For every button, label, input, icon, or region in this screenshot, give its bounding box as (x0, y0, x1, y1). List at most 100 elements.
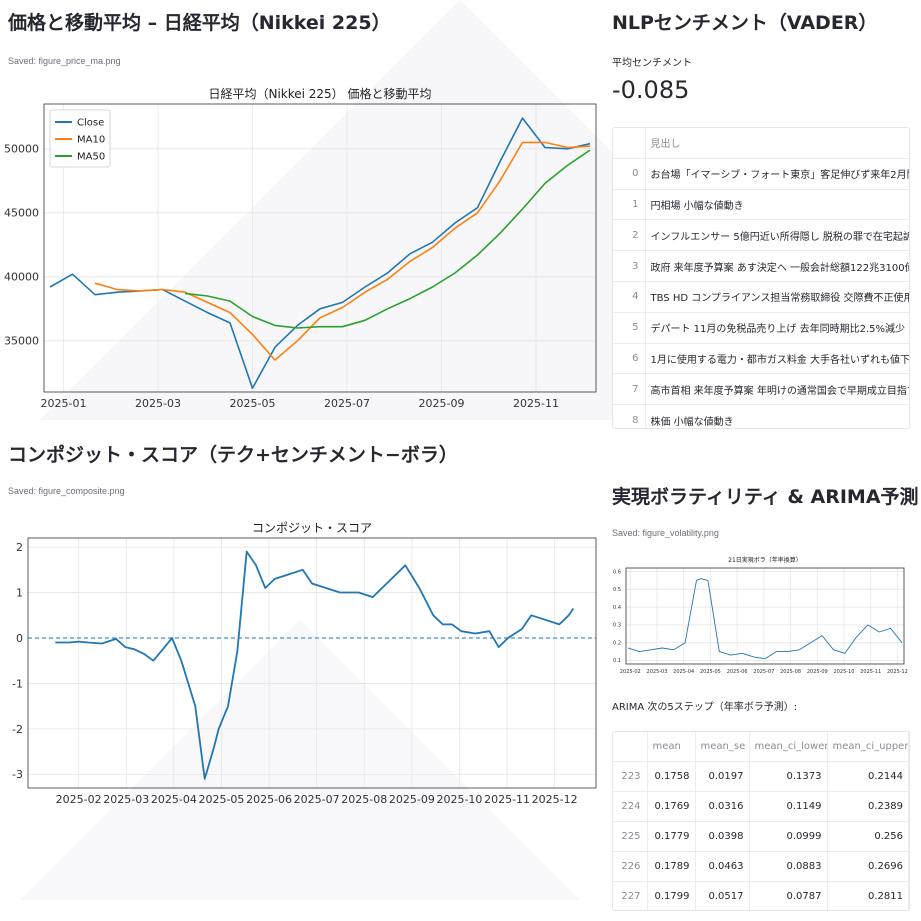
table-row[interactable]: 5 デパート 11月の免税品売り上げ 去年同時期比2.5%減少 (613, 312, 909, 344)
table-row[interactable]: 223 0.1758 0.0197 0.1373 0.2144 (613, 761, 909, 792)
headline-cell[interactable]: デパート 11月の免税品売り上げ 去年同時期比2.5%減少 (645, 312, 909, 344)
y-tick-label: 0.2 (613, 640, 621, 646)
row-index: 226 (613, 851, 648, 882)
row-index: 6 (613, 343, 646, 375)
row-index: 0 (613, 158, 646, 190)
price-saved-caption: Saved: figure_price_ma.png (8, 56, 121, 66)
chart-title: 21日実現ボラ（年率換算） (728, 556, 802, 564)
x-tick-label: 2025-07 (294, 793, 340, 806)
x-tick-label: 2025-04 (151, 793, 197, 806)
x-tick-label: 2025-04 (673, 669, 694, 675)
x-tick-label: 2025-03 (103, 793, 149, 806)
sentiment-metric-value: -0.085 (612, 76, 690, 104)
headline-cell[interactable]: インフルエンサー 5億円近い所得隠し 脱税の罪で在宅起訴 (645, 219, 909, 252)
table-row[interactable]: 7 高市首相 来年度予算案 年明けの通常国会で早期成立目指す考え (613, 373, 909, 406)
x-tick-label: 2025-03 (135, 397, 181, 410)
plot-frame (27, 537, 597, 789)
row-index: 225 (613, 821, 648, 852)
table-cell: 0.0398 (695, 821, 750, 852)
table-row[interactable]: 8 株価 小幅な値動き (613, 404, 909, 428)
row-index: 7 (613, 373, 646, 406)
headline-cell[interactable]: 政府 来年度予算案 あす決定へ 一般会計総額122兆3100億円程度 (645, 250, 909, 282)
headline-cell[interactable]: 株価 小幅な値動き (645, 404, 909, 428)
table-row[interactable]: 224 0.1769 0.0316 0.1149 0.2389 (613, 791, 909, 822)
legend-label: MA10 (77, 135, 105, 146)
table-row[interactable]: 6 1月に使用する電力・都市ガス料金 大手各社いずれも値下がり (613, 343, 909, 375)
x-tick-label: 2025-05 (700, 669, 721, 675)
chart-legend (49, 109, 111, 168)
volatility-saved-caption: Saved: figure_volatility.png (612, 528, 719, 538)
headline-cell[interactable]: 円相場 小幅な値動き (645, 189, 909, 221)
table-cell: 0.1779 (647, 821, 696, 852)
table-cell: 0.0463 (695, 851, 750, 882)
headline-cell[interactable]: 1月に使用する電力・都市ガス料金 大手各社いずれも値下がり (645, 343, 909, 375)
news-headlines-table[interactable]: 見出し 0 お台場「イマーシブ・フォート東京」客足伸びず来年2月閉園へ 1 円相場 小… (612, 127, 910, 429)
price-chart: 日経平均（Nikkei 225） 価格と移動平均 35000 40000 45000 5… (4, 86, 597, 410)
volatility-chart: 21日実現ボラ（年率換算） 0.1 0.2 0.3 0.4 0.5 0.6 2025-02 20… (613, 556, 908, 675)
table-row[interactable]: 227 0.1799 0.0517 0.0787 0.2811 (613, 881, 909, 910)
table-cell: 0.1149 (749, 791, 828, 822)
x-tick-label: 2025-07 (324, 397, 370, 410)
x-tick-label: 2025-10 (834, 669, 855, 675)
column-header-mean-ci-upper[interactable]: mean_ci_upper (827, 732, 909, 762)
headline-cell[interactable]: 高市首相 来年度予算案 年明けの通常国会で早期成立目指す考え (645, 373, 909, 406)
arima-forecast-table[interactable]: mean mean_se mean_ci_lower mean_ci_upper 22… (612, 731, 910, 911)
nlp-section-title: NLPセンチメント（VADER） (612, 12, 878, 34)
series-line-0 (55, 550, 575, 780)
chart-title: 日経平均（Nikkei 225） 価格と移動平均 (208, 86, 431, 101)
index-header (613, 732, 648, 762)
row-index: 2 (613, 219, 646, 252)
composite-saved-caption: Saved: figure_composite.png (8, 486, 125, 496)
x-tick-label: 2025-11 (513, 397, 559, 410)
table-row[interactable]: 0 お台場「イマーシブ・フォート東京」客足伸びず来年2月閉園へ (613, 158, 909, 190)
row-index: 223 (613, 761, 648, 792)
column-header-mean[interactable]: mean (647, 732, 696, 762)
table-cell: 0.256 (827, 821, 909, 852)
table-row[interactable]: 225 0.1779 0.0398 0.0999 0.256 (613, 821, 909, 852)
y-tick-label: 35000 (4, 335, 39, 348)
headline-cell[interactable]: お台場「イマーシブ・フォート東京」客足伸びず来年2月閉園へ (645, 158, 909, 190)
table-row[interactable]: 226 0.1789 0.0463 0.0883 0.2696 (613, 851, 909, 882)
x-tick-label: 2025-06 (727, 669, 748, 675)
table-cell: 0.1373 (749, 761, 828, 792)
legend-label: MA50 (77, 152, 105, 163)
volatility-section-title: 実現ボラティリティ & ARIMA予測 (612, 486, 919, 508)
column-header-mean-se[interactable]: mean_se (695, 732, 750, 762)
table-cell: 0.2811 (827, 881, 909, 910)
x-tick-label: 2025-09 (807, 669, 828, 675)
x-tick-label: 2025-12 (532, 793, 578, 806)
x-tick-label: 2025-02 (56, 793, 102, 806)
table-cell: 0.0787 (749, 881, 828, 910)
composite-section-title: コンポジット・スコア（テク+センチメント−ボラ） (8, 444, 458, 466)
headline-cell[interactable]: TBS HD コンプライアンス担当常務取締役 交際費不正使用で辞任 (645, 281, 909, 313)
table-row[interactable]: 3政府 来年度予算案 あす決定へ 一般会計総額122兆3100億円程度 (613, 250, 909, 282)
headline-column-header[interactable]: 見出し (645, 128, 909, 159)
series-line-ma50 (184, 149, 591, 329)
table-cell: 0.0197 (695, 761, 750, 792)
y-tick-label: -1 (12, 677, 23, 690)
table-row[interactable]: 1 円相場 小幅な値動き (613, 189, 909, 221)
y-tick-label: 0.1 (613, 658, 621, 664)
row-index: 3 (613, 250, 646, 282)
y-tick-label: -2 (12, 723, 23, 736)
table-cell: 0.2696 (827, 851, 909, 882)
x-tick-label: 2025-11 (860, 669, 881, 675)
table-cell: 0.1799 (647, 881, 696, 910)
y-tick-label: 2 (16, 541, 23, 554)
x-tick-label: 2025-02 (620, 669, 641, 675)
table-cell: 0.1769 (647, 791, 696, 822)
table-cell: 0.0517 (695, 881, 750, 910)
y-tick-label: 50000 (4, 143, 39, 156)
table-cell: 0.2144 (827, 761, 909, 792)
y-tick-label: 0.6 (613, 569, 621, 575)
table-cell: 0.0999 (749, 821, 828, 852)
row-index: 224 (613, 791, 648, 822)
y-tick-label: 40000 (4, 271, 39, 284)
column-header-mean-ci-lower[interactable]: mean_ci_lower (749, 732, 828, 762)
composite-chart: コンポジット・スコア -3 -2 -1 0 1 2 2025-02 2025-03 2025-04… (12, 521, 597, 806)
y-tick-label: 0 (16, 632, 23, 645)
x-tick-label: 2025-05 (230, 397, 276, 410)
table-row[interactable]: 2 インフルエンサー 5億円近い所得隠し 脱税の罪で在宅起訴 (613, 219, 909, 252)
row-index: 4 (613, 281, 646, 313)
